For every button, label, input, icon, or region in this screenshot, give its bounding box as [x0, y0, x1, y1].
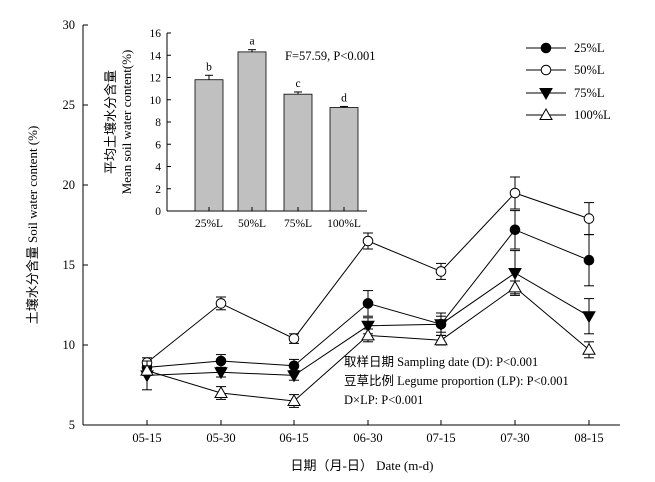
data-point	[140, 363, 154, 376]
data-point	[582, 342, 596, 355]
inset-y-tick-label: 6	[155, 139, 161, 151]
main-x-ticks: 05-15 05-30 06-15 06-30 07-15 07-30 08-15	[132, 420, 604, 445]
data-point	[509, 187, 521, 199]
data-point	[215, 355, 227, 367]
legend-item-75%L: 75%L	[526, 86, 605, 101]
data-point	[434, 333, 448, 346]
inset-x-tick-label: 75%L	[284, 218, 312, 230]
legend-label: 100%L	[574, 108, 611, 122]
data-point	[583, 213, 595, 224]
data-point	[287, 370, 301, 383]
legend-item-50%L: 50%L	[526, 63, 605, 77]
inset-x-tick-label: 25%L	[195, 218, 223, 230]
x-tick-label: 05-15	[132, 431, 161, 445]
series-100%L	[140, 280, 596, 408]
data-point	[214, 385, 228, 398]
data-point	[215, 298, 227, 309]
series-75%L	[140, 250, 596, 391]
data-point	[582, 311, 596, 324]
data-point	[508, 268, 522, 281]
inset-significance-letter: a	[249, 36, 254, 48]
x-tick-label: 06-30	[353, 431, 382, 445]
inset-bar-group-25%L: b 25%L	[194, 61, 224, 230]
legend: 25%L 50%L 75%L 100%L	[526, 41, 611, 122]
stats-annotations: 取样日期 Sampling date (D): P<0.001 豆草比例 Leg…	[344, 354, 569, 407]
inset-bars-layer: b 25%L a 50%L c 75%L d 100%L	[194, 36, 361, 230]
y-tick-label: 25	[63, 98, 76, 112]
inset-significance-letter: b	[206, 61, 212, 73]
inset-y-ticks: 0 2 4 6 8 10 12 14 16	[150, 28, 171, 218]
data-point	[288, 360, 300, 372]
legend-label: 25%L	[574, 41, 605, 55]
main-axes	[82, 25, 620, 426]
inset-y-tick-label: 12	[150, 73, 162, 85]
inset-y-tick-label: 4	[155, 162, 161, 174]
annotation-interaction: D×LP: P<0.001	[344, 393, 423, 407]
inset-y-tick-label: 14	[150, 50, 162, 62]
annotation-legume-proportion: 豆草比例 Legume proportion (LP): P<0.001	[344, 374, 569, 388]
inset-y-tick-label: 0	[155, 206, 161, 218]
legend-item-100%L: 100%L	[526, 107, 611, 122]
inset-bar	[237, 51, 267, 212]
inset-y-tick-label: 16	[150, 28, 162, 40]
main-y-ticks: 5 10 15 20 25 30	[63, 18, 88, 432]
legend-marker	[539, 107, 553, 120]
inset-x-tick-label: 50%L	[238, 218, 266, 230]
legend-item-25%L: 25%L	[526, 41, 605, 55]
inset-stat: F=57.59, P<0.001	[285, 49, 376, 63]
inset-y-title-en: Mean soil water content(%)	[119, 50, 134, 195]
data-point	[361, 320, 375, 333]
main-series-layer	[140, 176, 596, 408]
inset-significance-letter: d	[341, 92, 347, 104]
annotation-sampling-date: 取样日期 Sampling date (D): P<0.001	[344, 354, 538, 369]
y-tick-label: 30	[63, 18, 76, 32]
y-tick-label: 20	[63, 178, 76, 192]
data-point	[214, 367, 228, 380]
inset-y-title-cn: 平均土壤水分含量	[103, 70, 118, 174]
legend-marker	[539, 88, 553, 101]
legend-marker	[540, 42, 552, 54]
inset-x-tick-label: 100%L	[327, 218, 361, 230]
inset-y-tick-label: 8	[155, 117, 161, 129]
data-point	[434, 319, 448, 332]
data-point	[288, 333, 300, 344]
x-axis-title: 日期（月-日） Date (m-d)	[291, 458, 434, 473]
inset-bar-group-100%L: d 100%L	[327, 92, 361, 230]
inset-bar-chart: 0 2 4 6 8 10 12 14 16 b 25%L a 50%L c 75%L d 100%L 平均土壤…	[103, 28, 376, 230]
data-point	[361, 328, 375, 341]
x-tick-label: 07-15	[426, 431, 455, 445]
inset-bar	[283, 93, 313, 212]
inset-y-tick-label: 10	[150, 95, 162, 107]
x-tick-label: 05-30	[206, 431, 235, 445]
data-point	[509, 224, 521, 236]
legend-marker	[540, 64, 552, 76]
inset-significance-letter: c	[295, 78, 300, 90]
y-tick-label: 15	[63, 258, 76, 272]
inset-bar	[329, 107, 359, 212]
data-point	[362, 235, 374, 247]
data-point	[362, 298, 374, 309]
inset-y-tick-label: 2	[155, 184, 161, 196]
inset-bar	[194, 79, 224, 212]
x-tick-label: 06-15	[279, 431, 308, 445]
y-tick-label: 10	[63, 338, 76, 352]
data-point	[508, 280, 522, 293]
x-tick-label: 07-30	[500, 431, 529, 445]
x-tick-label: 08-15	[574, 431, 603, 445]
inset-bar-group-75%L: c 75%L	[283, 78, 313, 230]
data-point	[287, 393, 301, 406]
inset-bar-group-50%L: a 50%L	[237, 36, 267, 230]
legend-label: 75%L	[574, 86, 605, 100]
data-point	[583, 254, 595, 266]
y-axis-title: 土壤水分含量 Soil water content (%)	[25, 126, 40, 325]
data-point	[435, 266, 447, 277]
legend-label: 50%L	[574, 63, 605, 77]
y-tick-label: 5	[69, 418, 75, 432]
